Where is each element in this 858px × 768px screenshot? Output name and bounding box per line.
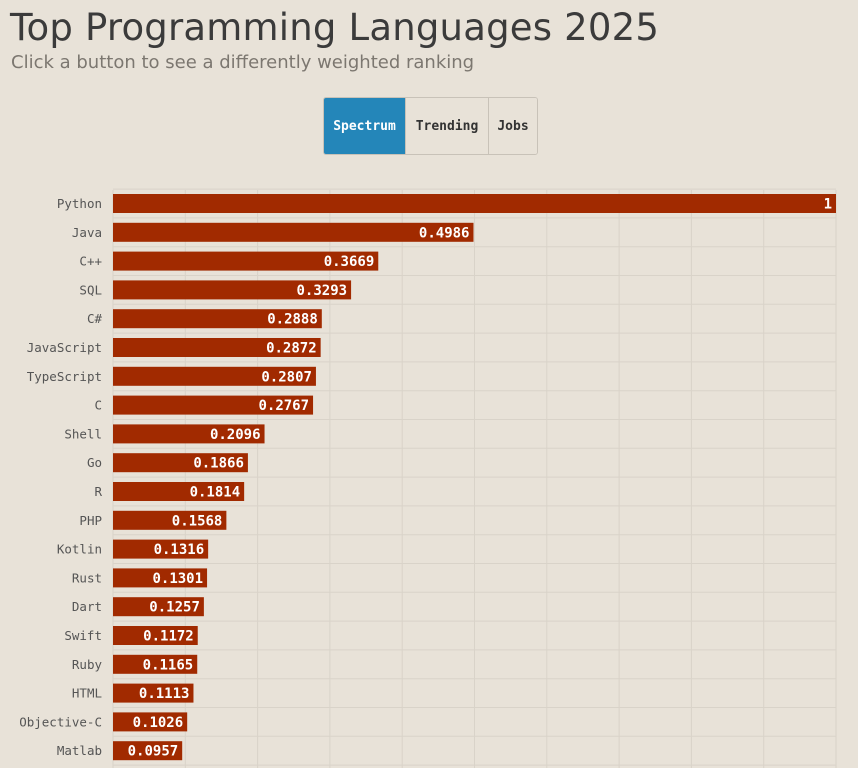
bar[interactable]	[113, 741, 183, 761]
bar-value-label: 0.2096	[210, 427, 261, 443]
bar-value-label: 0.1316	[154, 542, 205, 558]
bar-value-label: 0.4986	[419, 225, 470, 241]
category-label: HTML	[72, 686, 102, 701]
bar[interactable]	[113, 482, 245, 501]
bar[interactable]	[113, 222, 474, 242]
page-subtitle: Click a button to see a differently weig…	[11, 52, 475, 73]
bar[interactable]	[113, 683, 194, 703]
bar-value-label: 0.1814	[190, 485, 241, 501]
category-label: Rust	[72, 570, 102, 585]
category-label: PHP	[79, 513, 102, 528]
category-label: Kotlin	[57, 542, 102, 557]
bar-value-label: 0.2872	[266, 341, 317, 357]
bar[interactable]	[113, 539, 209, 559]
category-label: Swift	[64, 628, 102, 643]
category-label: C++	[79, 254, 102, 269]
category-label: Java	[72, 225, 102, 240]
bar-value-label: 0.2888	[267, 312, 318, 328]
category-label: Go	[87, 455, 102, 470]
bar-value-label: 0.1026	[133, 715, 184, 731]
bar[interactable]	[113, 510, 227, 530]
category-label: Ruby	[72, 657, 103, 672]
category-label: TypeScript	[27, 369, 102, 384]
category-label: Dart	[72, 599, 102, 614]
category-label: Objective-C	[19, 714, 102, 729]
bar-value-label: 0.3293	[297, 283, 348, 299]
trending-button[interactable]: Trending	[405, 98, 488, 154]
bar[interactable]	[113, 251, 379, 271]
bar[interactable]	[113, 280, 352, 300]
bar-value-label: 0.0957	[128, 744, 179, 760]
ranking-button-group: Spectrum Trending Jobs	[323, 97, 538, 155]
category-label: R	[94, 484, 102, 499]
bar[interactable]	[113, 309, 322, 329]
bar-value-label: 0.1113	[139, 686, 190, 702]
bar[interactable]	[113, 626, 198, 645]
bar-value-label: 0.3669	[324, 254, 375, 270]
bar-value-label: 0.1568	[172, 513, 223, 529]
chart-bars: Python 1 Java 0.4986 C++ 0.3669 SQL 0.3293 C# 0.2…	[19, 194, 836, 761]
jobs-button[interactable]: Jobs	[488, 98, 537, 154]
page-title: Top Programming Languages 2025	[10, 6, 660, 49]
bar[interactable]	[113, 453, 248, 473]
spectrum-button[interactable]: Spectrum	[324, 98, 405, 154]
category-label: Matlab	[57, 743, 102, 758]
bar-value-label: 0.1257	[149, 600, 200, 616]
category-label: C	[94, 398, 102, 413]
category-label: Shell	[64, 426, 102, 441]
bar[interactable]	[113, 366, 316, 386]
bar[interactable]	[113, 338, 321, 357]
category-label: Python	[57, 196, 102, 211]
bar[interactable]	[113, 712, 188, 732]
bar-value-label: 0.1172	[143, 629, 194, 645]
category-label: C#	[87, 311, 103, 326]
bar-value-label: 0.2767	[258, 398, 309, 414]
bar[interactable]	[113, 654, 198, 674]
bar-value-label: 1	[824, 197, 832, 213]
category-label: JavaScript	[27, 340, 102, 355]
category-label: SQL	[79, 282, 102, 297]
bar[interactable]	[113, 395, 314, 415]
bar[interactable]	[113, 424, 265, 444]
bar[interactable]	[113, 194, 836, 213]
bar[interactable]	[113, 597, 204, 617]
chart-gridlines	[112, 188, 837, 768]
bar-value-label: 0.1866	[193, 456, 244, 472]
bar-value-label: 0.1301	[152, 571, 203, 587]
bar[interactable]	[113, 568, 208, 588]
bar-value-label: 0.2807	[261, 369, 312, 385]
bar-value-label: 0.1165	[143, 657, 194, 673]
